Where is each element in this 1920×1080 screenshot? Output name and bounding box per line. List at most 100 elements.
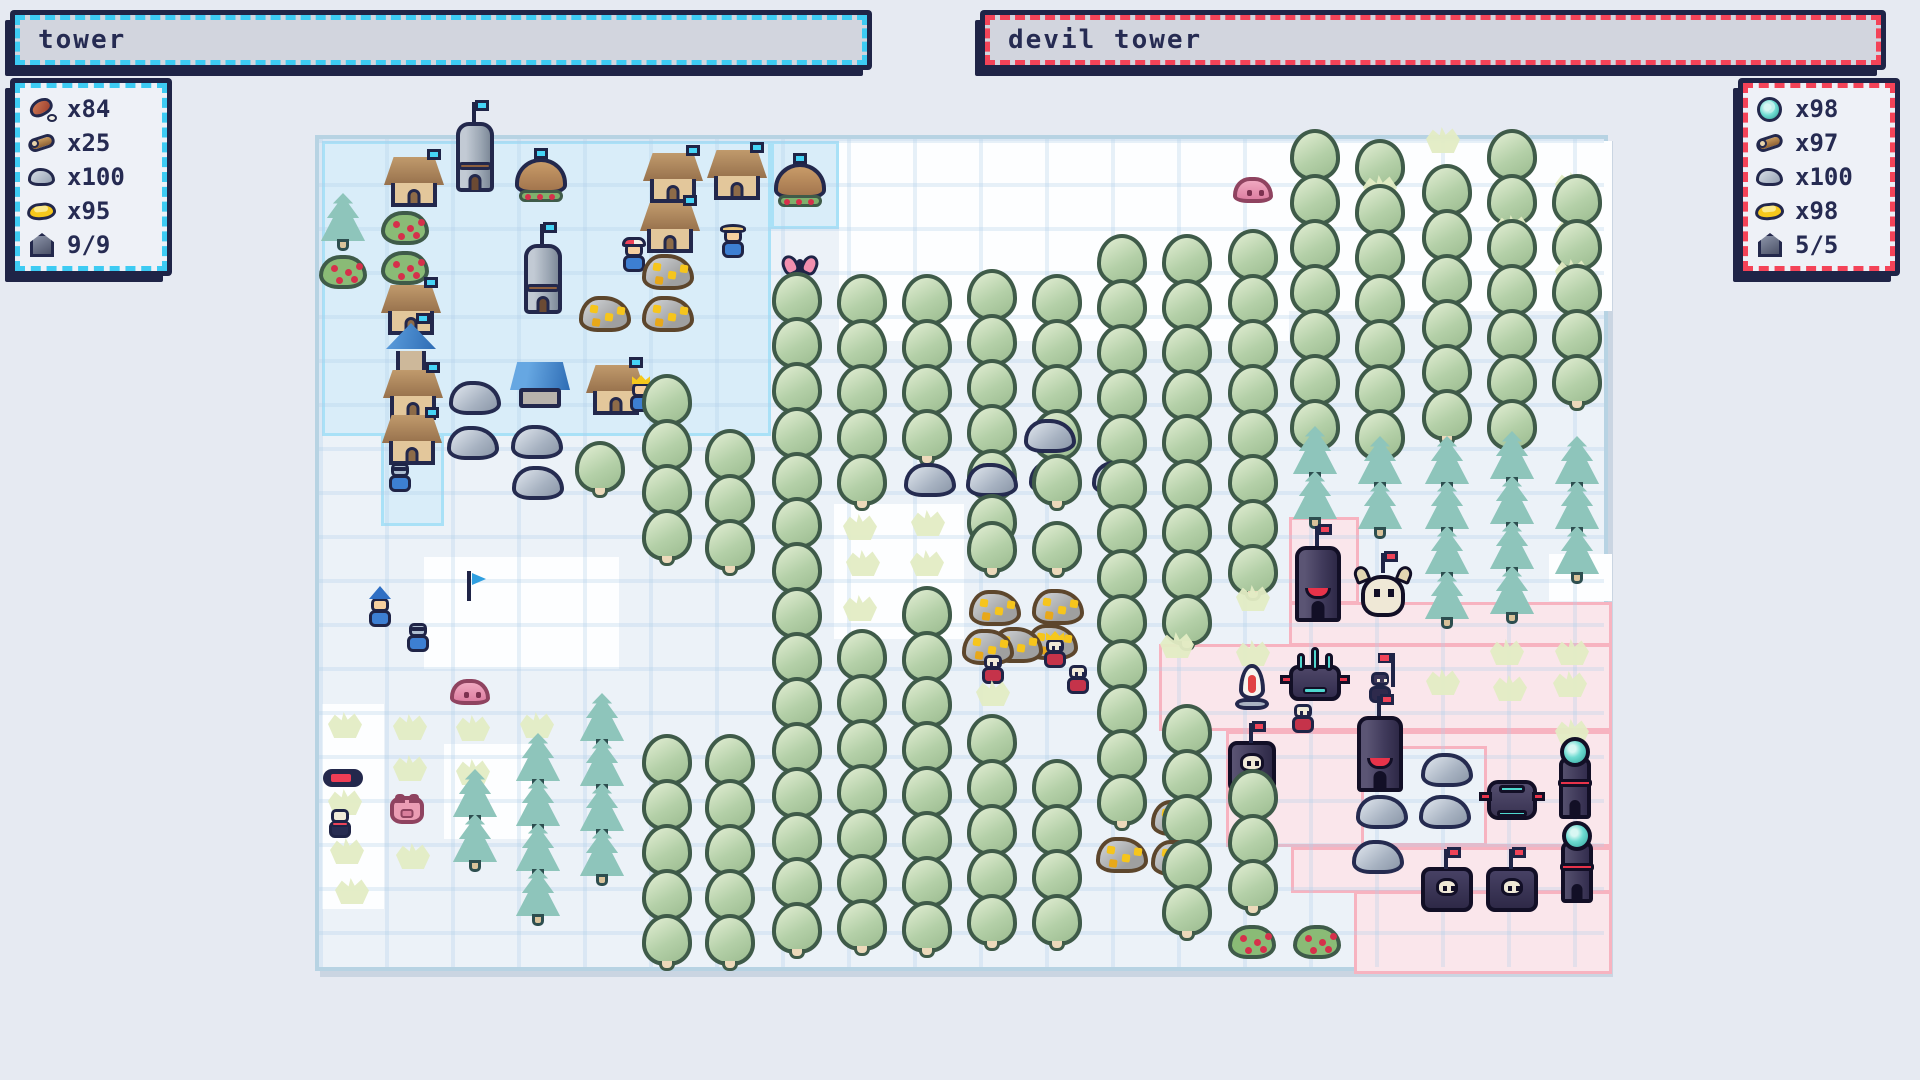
rally-flag[interactable] [464, 571, 486, 601]
gold-ore[interactable] [642, 254, 694, 290]
pine-tree[interactable] [320, 193, 366, 251]
berry-bush[interactable] [381, 211, 429, 245]
pine-tree[interactable] [579, 828, 625, 886]
tree[interactable] [1032, 319, 1082, 371]
tree[interactable] [1162, 234, 1212, 286]
tree[interactable] [1228, 319, 1278, 371]
tree[interactable] [1097, 234, 1147, 286]
gold-ore[interactable] [579, 296, 631, 332]
tree[interactable] [1162, 794, 1212, 846]
berry-bush[interactable] [381, 251, 429, 285]
tree[interactable] [1355, 364, 1405, 416]
pine-tree[interactable] [1424, 571, 1470, 629]
house[interactable] [640, 195, 700, 253]
tree[interactable] [902, 721, 952, 773]
tree[interactable] [837, 409, 887, 461]
rock[interactable] [1024, 419, 1076, 453]
guard-tower[interactable] [524, 222, 562, 314]
tree[interactable] [642, 419, 692, 471]
gold-ore[interactable] [969, 590, 1021, 626]
berry-bush[interactable] [1293, 925, 1341, 959]
tree[interactable] [837, 899, 887, 951]
skull-totem[interactable] [1351, 551, 1415, 617]
knight-unit[interactable] [387, 460, 413, 492]
tree[interactable] [1552, 174, 1602, 226]
devil-tower[interactable] [1357, 694, 1403, 792]
tree[interactable] [1097, 684, 1147, 736]
soul-orb-tower[interactable] [1557, 821, 1597, 903]
tree[interactable] [1552, 264, 1602, 316]
tree[interactable] [902, 901, 952, 953]
gold-ore[interactable] [642, 296, 694, 332]
tree[interactable] [705, 429, 755, 481]
tree[interactable] [967, 714, 1017, 766]
tree[interactable] [1032, 759, 1082, 811]
rock[interactable] [449, 381, 501, 415]
tree[interactable] [1290, 129, 1340, 181]
tree[interactable] [772, 722, 822, 774]
tree[interactable] [967, 759, 1017, 811]
devil-scout-unit[interactable] [327, 806, 353, 838]
tree[interactable] [1487, 219, 1537, 271]
tree[interactable] [575, 441, 625, 493]
knight-unit[interactable] [405, 620, 431, 652]
pine-tree[interactable] [1292, 471, 1338, 529]
tree[interactable] [1422, 299, 1472, 351]
tent[interactable] [510, 362, 570, 408]
tree[interactable] [1032, 454, 1082, 506]
tree[interactable] [642, 869, 692, 921]
house[interactable] [643, 145, 703, 203]
tree[interactable] [1290, 219, 1340, 271]
skeleton-king-unit[interactable] [1042, 631, 1068, 668]
tree[interactable] [772, 812, 822, 864]
pig[interactable] [390, 794, 424, 824]
tree[interactable] [1228, 859, 1278, 911]
tree[interactable] [772, 272, 822, 324]
tree[interactable] [642, 374, 692, 426]
gold-ore[interactable] [1032, 589, 1084, 625]
tree[interactable] [642, 509, 692, 561]
rock[interactable] [1356, 795, 1408, 829]
skeleton-monk-unit[interactable] [1290, 701, 1316, 733]
devil-altar[interactable] [1280, 647, 1350, 701]
rock[interactable] [1419, 795, 1471, 829]
pine-tree[interactable] [1489, 566, 1535, 624]
tree[interactable] [772, 902, 822, 954]
tree[interactable] [1228, 364, 1278, 416]
tree[interactable] [1355, 319, 1405, 371]
pine-tree[interactable] [515, 868, 561, 926]
tree[interactable] [772, 317, 822, 369]
tree[interactable] [837, 319, 887, 371]
tree[interactable] [1162, 749, 1212, 801]
tree[interactable] [902, 766, 952, 818]
tree[interactable] [642, 914, 692, 966]
tree[interactable] [1097, 639, 1147, 691]
farmer-unit[interactable] [720, 224, 746, 258]
tree[interactable] [1552, 354, 1602, 406]
pine-tree[interactable] [1357, 481, 1403, 539]
tree[interactable] [1097, 279, 1147, 331]
rock[interactable] [1421, 753, 1473, 787]
gold-ore[interactable] [1096, 837, 1148, 873]
tree[interactable] [1097, 774, 1147, 826]
pine-tree[interactable] [452, 814, 498, 872]
tree[interactable] [837, 454, 887, 506]
soul-orb-tower[interactable] [1555, 737, 1595, 819]
tree[interactable] [837, 364, 887, 416]
skeleton-monk-unit[interactable] [980, 652, 1006, 684]
tree[interactable] [705, 914, 755, 966]
tree[interactable] [705, 734, 755, 786]
rock[interactable] [511, 425, 563, 459]
tree[interactable] [772, 542, 822, 594]
house[interactable] [382, 407, 442, 465]
tree[interactable] [1162, 324, 1212, 376]
tree[interactable] [1422, 389, 1472, 441]
farmhouse[interactable] [513, 148, 569, 202]
tree[interactable] [837, 809, 887, 861]
tree[interactable] [1228, 454, 1278, 506]
tree[interactable] [772, 632, 822, 684]
tree[interactable] [967, 804, 1017, 856]
tree[interactable] [1487, 174, 1537, 226]
tree[interactable] [1228, 544, 1278, 596]
skeleton-monk-unit[interactable] [1065, 662, 1091, 694]
